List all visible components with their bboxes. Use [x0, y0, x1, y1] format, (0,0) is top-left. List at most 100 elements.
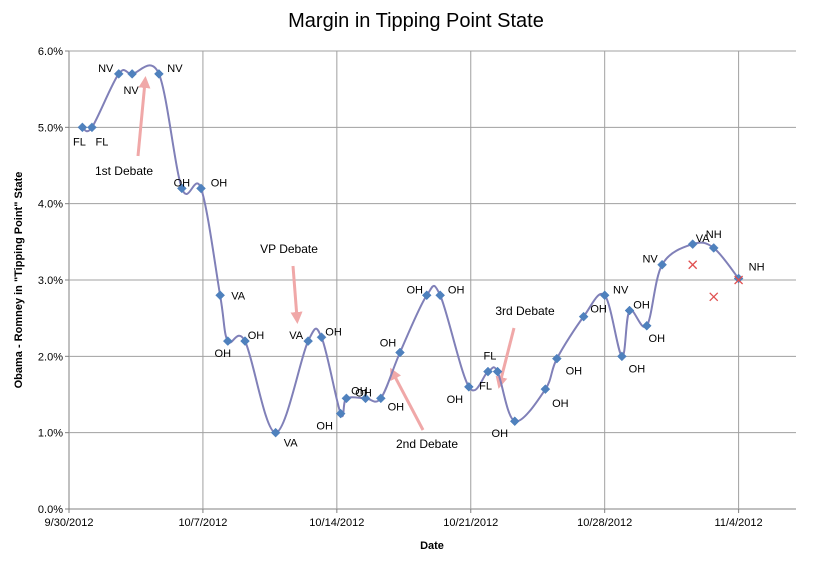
- point-label: FL: [96, 136, 109, 148]
- point-label: FL: [73, 136, 86, 148]
- data-marker: [708, 243, 719, 253]
- data-marker: [270, 427, 281, 438]
- data-marker: [341, 393, 352, 404]
- annotation-label: 2nd Debate: [396, 437, 458, 451]
- annotation-label: 3rd Debate: [495, 304, 555, 318]
- point-label: OH: [248, 330, 265, 342]
- data-marker: [641, 320, 652, 331]
- point-label: OH: [174, 177, 191, 189]
- x-tick-label: 10/7/2012: [178, 517, 227, 529]
- point-label: NH: [706, 229, 722, 241]
- point-label: OH: [649, 333, 666, 345]
- point-label: OH: [448, 284, 465, 296]
- data-marker: [360, 393, 371, 404]
- data-marker: [77, 122, 88, 133]
- data-marker: [303, 336, 313, 346]
- point-label: OH: [492, 428, 509, 440]
- y-axis-ticks: 0.0% 1.0% 2.0% 3.0% 4.0% 5.0% 6.0%: [38, 46, 63, 516]
- data-marker: [177, 183, 187, 194]
- point-label: FL: [484, 351, 497, 363]
- data-marker: [624, 305, 635, 316]
- point-label: OH: [552, 398, 569, 410]
- series-line: [81, 64, 740, 434]
- x-axis-label: Date: [420, 540, 444, 552]
- point-label: NV: [123, 85, 139, 97]
- data-marker: [492, 366, 503, 377]
- point-label: VA: [696, 233, 711, 245]
- y-tick-label: 3.0%: [38, 275, 63, 287]
- data-marker: [154, 69, 164, 79]
- x-tick-label: 10/21/2012: [443, 517, 498, 529]
- annotation-arrow: [495, 327, 516, 389]
- data-marker: [215, 290, 225, 301]
- data-marker: [127, 69, 137, 79]
- data-marker: [395, 347, 405, 358]
- annotation-arrow: [390, 367, 425, 431]
- point-label: VA: [284, 438, 299, 450]
- point-label: VA: [231, 290, 246, 302]
- point-label: OH: [325, 326, 342, 338]
- point-label: OH: [351, 385, 368, 397]
- x-tick-label: 9/30/2012: [45, 517, 94, 529]
- cross-stroke: [709, 292, 719, 302]
- data-marker: [483, 366, 493, 377]
- cross-markers: [688, 260, 744, 302]
- data-marker: [87, 122, 97, 133]
- data-marker: [540, 384, 551, 395]
- data-marker: [509, 416, 520, 427]
- data-marker: [316, 332, 327, 343]
- point-label: OH: [633, 300, 650, 312]
- annotations: 1st Debate VP Debate 2nd Debate 3rd Debate: [95, 76, 555, 451]
- cross-marker: [688, 260, 698, 270]
- annotation-arrow: [136, 76, 151, 157]
- y-tick-label: 0.0%: [38, 504, 63, 516]
- y-tick-label: 6.0%: [38, 46, 63, 58]
- annotation-label: VP Debate: [260, 242, 318, 256]
- data-marker: [113, 69, 124, 79]
- point-label: OH: [566, 366, 583, 378]
- data-marker: [421, 290, 432, 301]
- annotation-arrow: [290, 265, 303, 324]
- cross-stroke: [734, 275, 744, 285]
- y-tick-label: 4.0%: [38, 199, 63, 211]
- chart-title: Margin in Tipping Point State: [288, 10, 544, 32]
- point-label: NV: [98, 63, 114, 75]
- point-label: OH: [215, 348, 232, 360]
- data-marker: [617, 351, 627, 362]
- point-label: OH: [407, 284, 424, 296]
- point-label: NV: [167, 63, 183, 75]
- point-label: OH: [316, 421, 333, 433]
- data-marker: [435, 290, 446, 301]
- point-label: NV: [613, 284, 629, 296]
- data-marker: [222, 336, 233, 346]
- point-label: OH: [629, 363, 646, 375]
- data-marker: [463, 382, 474, 392]
- point-label: NV: [642, 254, 658, 266]
- point-label: OH: [447, 394, 464, 406]
- y-tick-label: 2.0%: [38, 351, 63, 363]
- point-label: VA: [289, 330, 304, 342]
- annotation-label: 1st Debate: [95, 164, 153, 178]
- y-axis-label: Obama - Romney in "Tipping Point" State: [13, 172, 25, 389]
- data-marker: [196, 183, 206, 194]
- data-marker: [335, 408, 346, 419]
- cross-marker: [734, 275, 744, 285]
- point-label: OH: [590, 304, 607, 316]
- data-marker: [240, 336, 250, 346]
- x-tick-label: 10/14/2012: [309, 517, 364, 529]
- cross-marker: [709, 292, 719, 302]
- data-marker: [599, 290, 610, 301]
- point-label: NH: [749, 261, 765, 273]
- data-marker: [578, 311, 589, 322]
- data-marker: [552, 353, 562, 364]
- y-tick-label: 5.0%: [38, 122, 63, 134]
- x-tick-label: 10/28/2012: [577, 517, 632, 529]
- point-label: OH: [388, 401, 405, 413]
- y-tick-label: 1.0%: [38, 428, 63, 440]
- x-axis-ticks: 9/30/2012 10/7/2012 10/14/2012 10/21/2012 10…: [45, 517, 763, 529]
- point-label: OH: [380, 338, 397, 350]
- cross-stroke: [688, 260, 698, 270]
- point-label: OH: [355, 387, 372, 399]
